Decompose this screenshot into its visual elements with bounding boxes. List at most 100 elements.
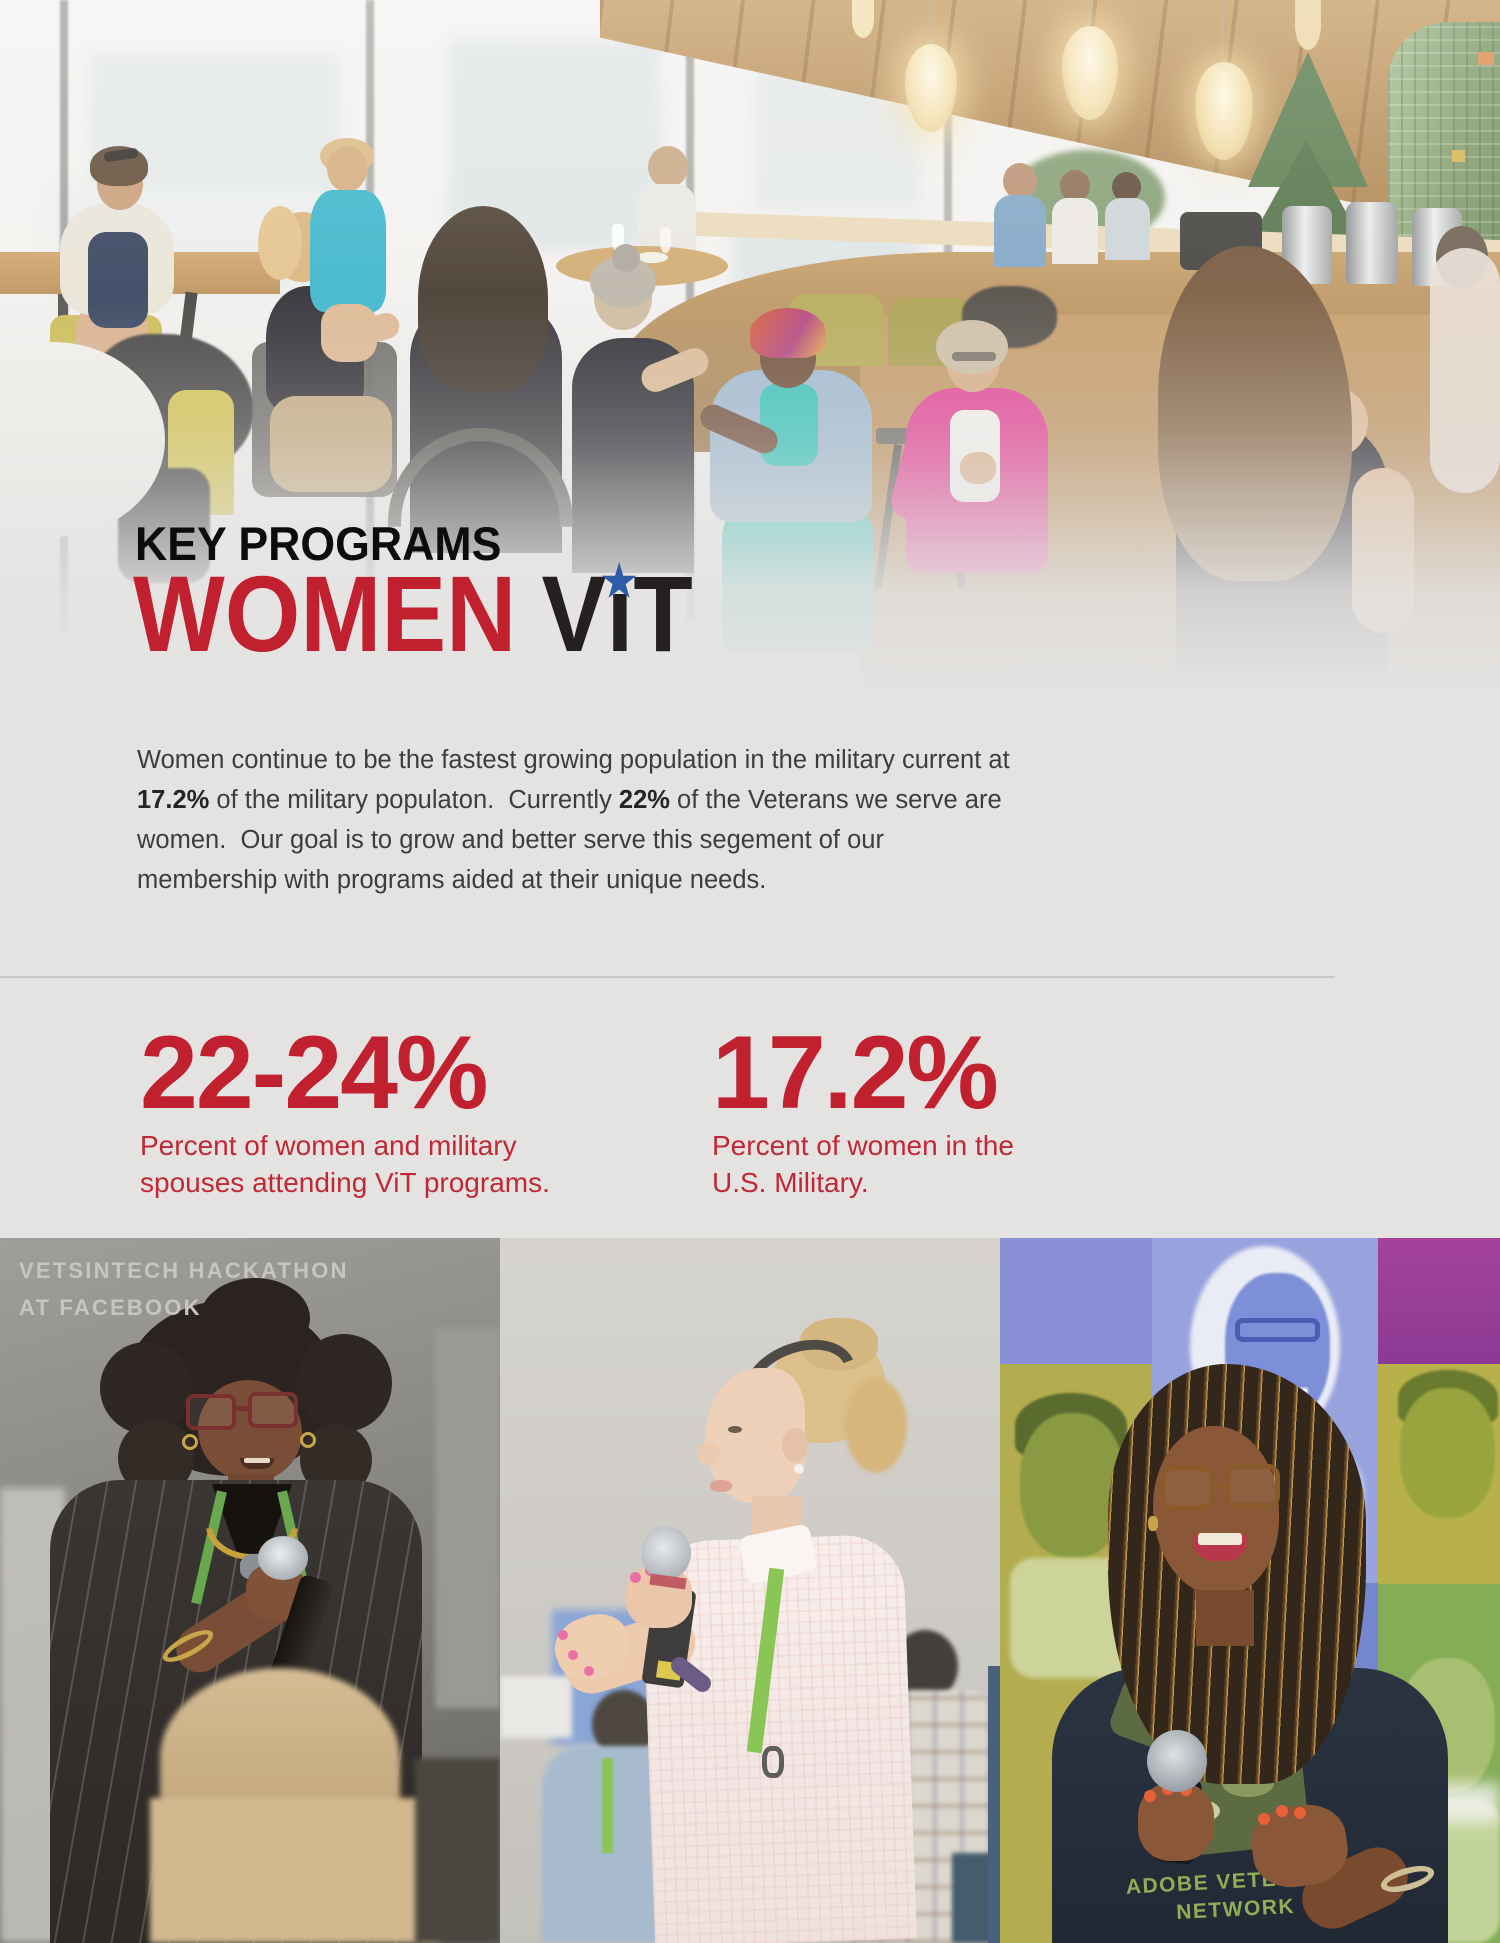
intro-text: Women continue to be the fastest growing…: [137, 746, 1010, 774]
haze-overlay: [500, 1238, 1000, 1943]
lips: [710, 1480, 732, 1492]
bar-person-head: [648, 146, 688, 188]
hero-networking-photo: [0, 0, 1500, 690]
neck: [1196, 1590, 1254, 1646]
bar-person-body: [994, 195, 1046, 267]
hair-top: [800, 1318, 878, 1370]
eyeglasses-lens: [186, 1394, 236, 1430]
bar-person-body: [1052, 198, 1098, 264]
pendant-cord: [929, 0, 932, 48]
video-tile: [1000, 1238, 1152, 1364]
intro-stat-17: 17.2%: [137, 786, 210, 814]
afro-hair: [296, 1334, 392, 1432]
afro-hair: [200, 1278, 310, 1358]
stat-desc-line: Percent of women and military: [140, 1130, 517, 1161]
nail: [630, 1572, 641, 1583]
nail: [568, 1650, 578, 1660]
title-i: ı: [606, 553, 634, 674]
hoop-earring: [300, 1432, 316, 1448]
afro-hair: [100, 1342, 192, 1434]
hair-strands: [845, 1378, 907, 1473]
fade-overlay: [0, 290, 1500, 690]
intro-text: of the Veterans we serve are women. Our …: [137, 786, 1002, 894]
eye: [728, 1426, 742, 1433]
backdrop-door: [435, 1328, 500, 1708]
stat-desc-line: U.S. Military.: [712, 1167, 869, 1198]
intro-stat-22: 22%: [618, 786, 670, 814]
eyeglasses-lens: [1160, 1466, 1215, 1510]
dark-strip: [988, 1666, 1000, 1943]
stat-description: Percent of women and military spouses at…: [140, 1127, 550, 1201]
person-head: [327, 146, 367, 192]
eyeglasses-lens: [1225, 1464, 1280, 1508]
microphone-head: [1147, 1730, 1207, 1792]
glasses-bridge: [236, 1406, 250, 1411]
photo-speaker-on-stage: ADOBE VETERANS NETWORK: [1000, 1238, 1500, 1943]
hero-section: KEY PROGRAMS WOMEN V ★ ıT: [0, 0, 1500, 690]
video-tile: [1378, 1238, 1500, 1364]
microphone-head: [641, 1526, 691, 1580]
pendant-bulb: [852, 0, 874, 38]
star-icon: ★: [601, 557, 637, 606]
section-divider: [0, 976, 1335, 978]
smile: [240, 1458, 274, 1469]
pendant-bulb: [1295, 0, 1321, 50]
audience-lanyard: [602, 1758, 613, 1853]
stat-value: 17.2%: [712, 1015, 999, 1131]
photo-gallery: VETSINTECH HACKATHON AT FACEBOOK ADOBE V…: [0, 1238, 1500, 1943]
nail: [1294, 1807, 1306, 1819]
white-object: [500, 1676, 572, 1738]
page-title: WOMEN V ★ ıT: [133, 560, 693, 668]
caption-line: AT FACEBOOK: [19, 1295, 202, 1320]
pearl-earring: [794, 1464, 804, 1474]
nail: [1258, 1813, 1270, 1825]
wine-glass: [660, 227, 671, 253]
stat-military-women: 17.2% Percent of women in the U.S. Milit…: [712, 1021, 1014, 1201]
blurred-foreground-shoulder: [415, 1758, 500, 1943]
carabiner: [762, 1746, 784, 1778]
stat-value: 22-24%: [140, 1015, 488, 1131]
title-women: WOMEN: [133, 553, 517, 674]
teeth: [244, 1458, 270, 1463]
microphone-head: [258, 1536, 308, 1580]
nail: [1276, 1805, 1288, 1817]
coffee-urn: [1346, 202, 1398, 284]
hair-bun: [612, 244, 640, 272]
title-v: V: [541, 553, 607, 674]
tile-portrait-glasses: [1235, 1318, 1320, 1342]
title-i-with-star: ★ ı: [601, 560, 637, 668]
bar-person-head: [1060, 170, 1090, 202]
teeth: [1198, 1533, 1242, 1545]
person-hair-blonde: [258, 206, 302, 280]
ear: [782, 1428, 808, 1462]
bar-person-head: [1112, 172, 1141, 202]
photo-speaker-grayscale: VETSINTECH HACKATHON AT FACEBOOK: [0, 1238, 500, 1943]
face: [1153, 1426, 1279, 1596]
accent-tile: [1452, 150, 1465, 162]
accent-tile: [1478, 52, 1494, 65]
pendant-cord: [1221, 0, 1224, 66]
title-vit: V ★ ıT: [542, 553, 693, 674]
nail: [1144, 1790, 1156, 1802]
glasses-bridge: [1212, 1482, 1227, 1488]
caption-line: VETSINTECH HACKATHON: [19, 1258, 349, 1283]
blurred-foreground-body: [150, 1798, 440, 1943]
bar-person-body: [1105, 198, 1150, 260]
tile-portrait-face: [1400, 1388, 1495, 1518]
bar-person-head: [1003, 163, 1037, 199]
kicker-heading: KEY PROGRAMS: [135, 517, 502, 570]
title-t: T: [633, 553, 693, 674]
tile-portrait-face: [1020, 1413, 1125, 1558]
photo-speaker-pink-shirt: [500, 1238, 1000, 1943]
nail: [584, 1666, 594, 1676]
pendant-light: [905, 44, 957, 132]
nail: [558, 1630, 568, 1640]
photo-caption: VETSINTECH HACKATHON AT FACEBOOK: [19, 1252, 349, 1326]
earring: [1148, 1516, 1158, 1531]
plate: [636, 252, 668, 263]
hoop-earring: [182, 1434, 198, 1450]
pendant-light: [1062, 26, 1118, 120]
nose: [698, 1443, 720, 1465]
pendant-light: [1195, 62, 1253, 160]
